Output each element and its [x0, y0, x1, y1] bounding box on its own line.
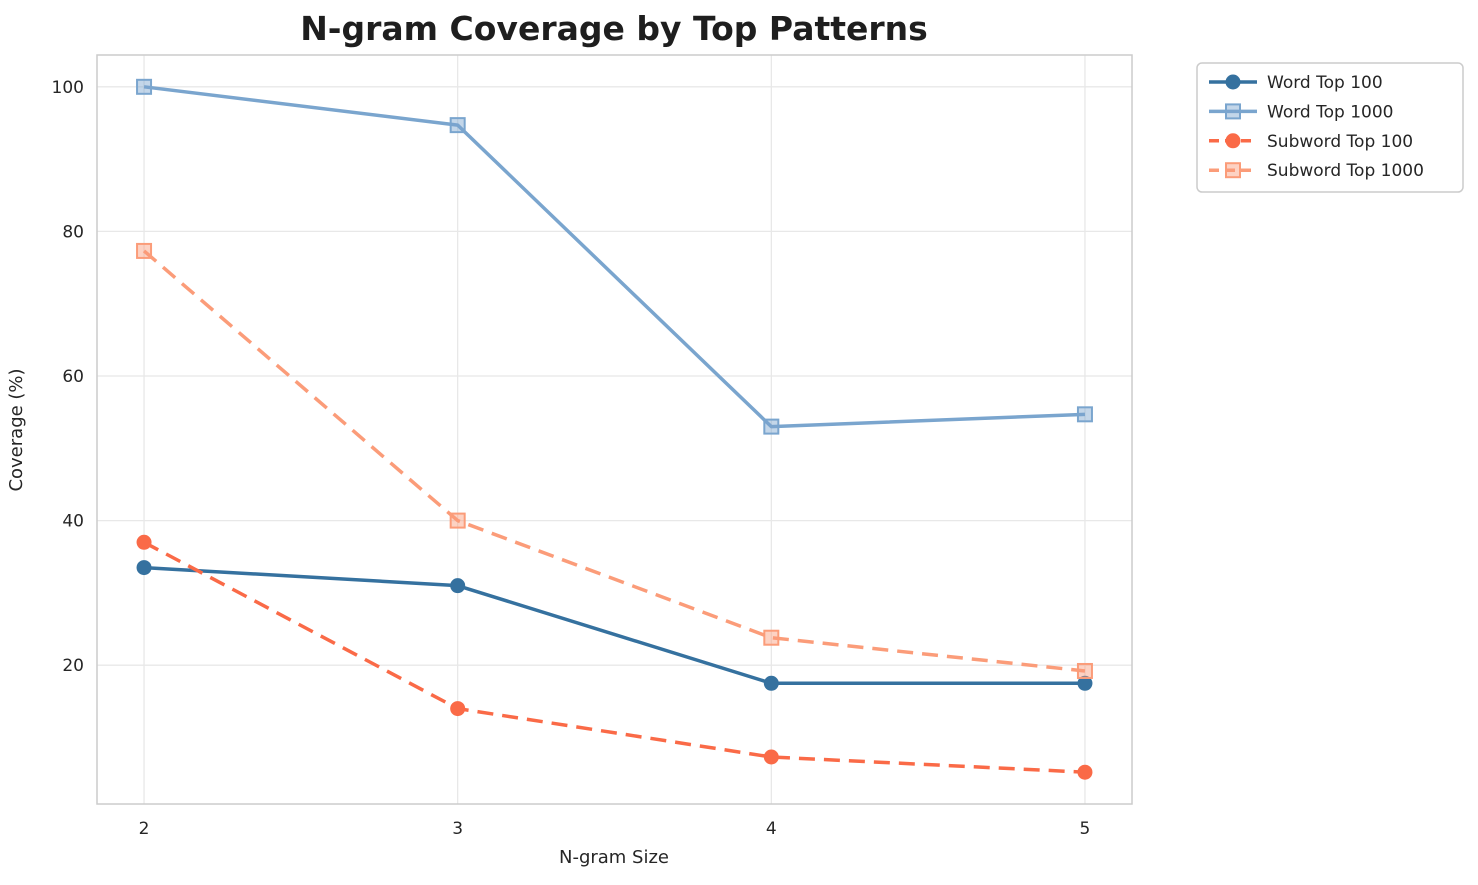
marker-subword-top-100-x4 [763, 749, 779, 765]
legend-label-subword-top-100: Subword Top 100 [1267, 132, 1413, 152]
series-subword-top-1000 [136, 242, 1093, 679]
legend-marker-subword-top-1000 [1225, 162, 1241, 179]
marker-subword-top-1000-x5 [1076, 662, 1093, 679]
marker-subword-top-100-x3 [450, 701, 466, 717]
y-tick-label-100: 100 [52, 78, 84, 98]
y-tick-label-20: 20 [62, 656, 84, 676]
y-axis-label: Coverage (%) [6, 368, 27, 491]
x-tick-label-4: 4 [766, 819, 777, 839]
series-word-top-100 [136, 560, 1093, 691]
chart-title: N-gram Coverage by Top Patterns [300, 9, 928, 48]
axes-spines [96, 54, 1133, 805]
x-tick-label-5: 5 [1080, 819, 1091, 839]
series-word-top-1000 [136, 78, 1093, 435]
legend-box [1196, 62, 1464, 193]
data-series [136, 78, 1093, 780]
marker-word-top-100-x5 [1077, 675, 1093, 691]
legend-marker-word-top-1000 [1225, 103, 1241, 120]
tick-labels: 2 3 4 5 20 40 60 80 100 [52, 78, 1091, 839]
legend-item-word-top-100: Word Top 100 [1209, 73, 1383, 93]
line-subword-top-1000 [142, 249, 1086, 673]
legend-item-word-top-1000: Word Top 1000 [1209, 102, 1393, 122]
x-tick-label-2: 2 [139, 819, 150, 839]
line-subword-top-100 [143, 540, 1086, 774]
marker-subword-top-1000-x3 [449, 512, 466, 529]
legend-marker-word-top-100 [1225, 74, 1241, 90]
y-tick-label-40: 40 [62, 512, 84, 532]
legend-label-subword-top-1000: Subword Top 1000 [1267, 161, 1424, 181]
marker-subword-top-100-x5 [1077, 764, 1093, 780]
legend-marker-subword-top-100 [1225, 133, 1241, 149]
y-tick-label-80: 80 [62, 222, 84, 242]
marker-subword-top-1000-x4 [763, 629, 780, 646]
x-axis-label: N-gram Size [559, 847, 669, 868]
marker-word-top-100-x3 [450, 578, 466, 594]
plot-border [96, 54, 1133, 805]
line-word-top-100 [143, 565, 1085, 686]
legend-item-subword-top-1000: Subword Top 1000 [1209, 161, 1424, 181]
legend-label-word-top-1000: Word Top 1000 [1267, 102, 1393, 122]
legend-label-word-top-100: Word Top 100 [1267, 73, 1383, 93]
marker-subword-top-100-x2 [136, 534, 152, 550]
marker-subword-top-1000-x2 [136, 242, 153, 259]
marker-word-top-1000-x2 [136, 78, 153, 95]
gridlines [97, 55, 1132, 804]
y-tick-label-60: 60 [62, 367, 84, 387]
legend-item-subword-top-100: Subword Top 100 [1209, 132, 1413, 152]
marker-word-top-1000-x4 [763, 418, 780, 435]
marker-word-top-100-x2 [136, 560, 152, 576]
series-subword-top-100 [136, 534, 1093, 780]
marker-word-top-1000-x5 [1076, 406, 1093, 423]
line-word-top-1000 [143, 85, 1086, 429]
marker-word-top-1000-x3 [449, 117, 466, 134]
legend: Word Top 100 Word Top 1000 Subword Top 100… [1196, 62, 1464, 193]
x-tick-label-3: 3 [452, 819, 463, 839]
marker-word-top-100-x4 [763, 675, 779, 691]
